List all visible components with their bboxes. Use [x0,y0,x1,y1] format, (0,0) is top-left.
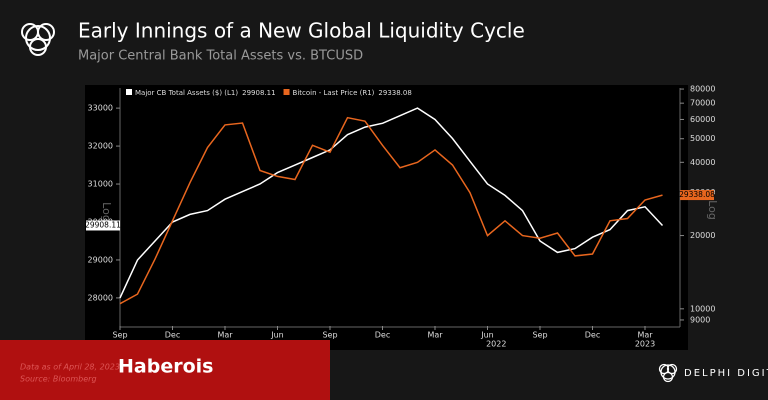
legend-swatch [126,89,132,95]
x-tick-label: Mar [217,331,233,340]
last-value-box [680,190,714,201]
brand-banner [0,340,330,400]
y-tick-label: 28000 [88,293,113,302]
company-logo [658,363,678,383]
y2-tick-label: 60000 [690,115,715,124]
legend-value: 29908.11 [242,89,275,97]
last-value-label: 29338.08 [679,190,715,199]
last-value-box [86,220,120,231]
x-tick-label: Jun [480,331,494,340]
data-note: Data as of April 28, 2023 [20,363,120,372]
x-year-label: 2023 [635,340,655,349]
x-tick-label: Dec [165,331,180,340]
last-value-label: 29908.11 [85,220,121,229]
subtitle: Major Central Bank Total Assets vs. BTCU… [78,49,363,64]
y2-tick-label: 10000 [690,304,715,313]
y-tick-label: 31000 [88,180,113,189]
y2-tick-label: 80000 [690,85,715,94]
legend-label: Major CB Total Assets ($) (L1) [135,89,238,97]
y-tick-label: 33000 [88,104,113,113]
x-tick-label: Dec [375,331,390,340]
x-tick-label: Sep [322,331,337,340]
chart-panel [85,85,688,350]
y-tick-label: 29000 [88,255,113,264]
legend-swatch [283,89,290,95]
x-tick-label: Mar [637,331,653,340]
y2-tick-label: 40000 [690,158,715,167]
y2-tick-label: 50000 [690,134,715,143]
brand: Haberois [118,356,213,378]
y-tick-label: 32000 [88,142,113,151]
y-scale-label: Log [100,202,113,222]
x-tick-label: Mar [427,331,443,340]
title: Early Innings of a New Global Liquidity … [78,19,525,43]
x-tick-label: Sep [532,331,547,340]
y2-scale-label: Log [706,200,719,220]
x-tick-label: Jun [270,331,284,340]
x-tick-label: Dec [585,331,600,340]
y2-tick-label: 70000 [690,99,715,108]
y2-tick-label: 20000 [690,231,715,240]
source-note: Source: Bloomberg [20,375,97,384]
company-name: DELPHI DIGITAL [684,368,768,379]
x-tick-label: Sep [112,331,127,340]
x-year-label: 2022 [486,340,506,349]
series-line [119,116,663,305]
logo [21,23,55,56]
legend-label: Bitcoin - Last Price (R1) [293,89,375,97]
plot: 2800029000300003100032000330009000100002… [85,85,715,349]
y2-tick-label: 9000 [690,315,710,324]
series-line [119,107,664,299]
legend-value: 29338.08 [378,89,411,97]
